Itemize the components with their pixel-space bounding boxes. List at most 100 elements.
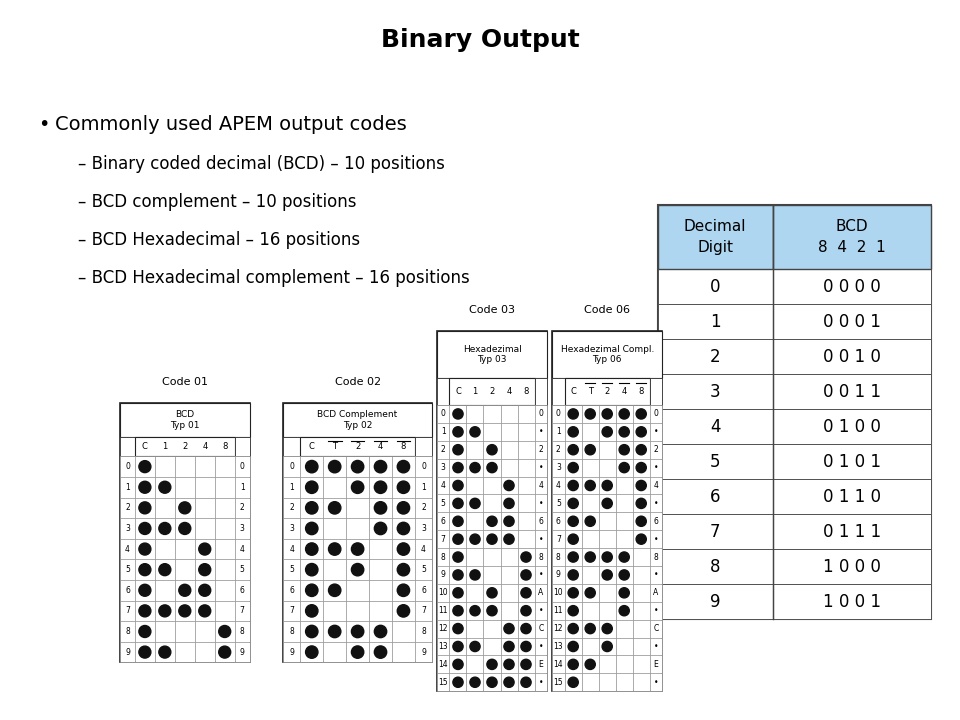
Bar: [392, 600, 415, 621]
Text: C: C: [455, 387, 461, 396]
Text: A: A: [539, 588, 543, 598]
Text: 14: 14: [439, 660, 448, 669]
Circle shape: [139, 585, 151, 596]
Text: BCD
8  4  2  1: BCD 8 4 2 1: [818, 220, 886, 256]
Text: 3: 3: [441, 463, 445, 472]
Bar: [650, 441, 662, 459]
Bar: [633, 548, 650, 566]
Text: 3: 3: [240, 524, 245, 533]
Bar: [650, 655, 662, 673]
Circle shape: [397, 461, 410, 473]
Text: 7: 7: [556, 535, 561, 544]
Bar: [500, 495, 517, 513]
Bar: [615, 495, 633, 513]
Text: 15: 15: [439, 678, 448, 687]
Circle shape: [585, 552, 595, 562]
Text: 5: 5: [421, 565, 426, 574]
Circle shape: [636, 516, 646, 526]
Bar: [120, 580, 135, 600]
Text: 6: 6: [240, 586, 245, 595]
Bar: [369, 580, 392, 600]
Circle shape: [487, 660, 497, 670]
Bar: [564, 378, 650, 405]
Text: 1: 1: [441, 428, 445, 436]
Bar: [369, 642, 392, 662]
Bar: [484, 620, 500, 637]
Circle shape: [636, 462, 646, 473]
Bar: [650, 495, 662, 513]
Text: 2: 2: [289, 503, 294, 513]
Bar: [658, 305, 931, 339]
Bar: [517, 530, 535, 548]
Bar: [283, 498, 300, 518]
Circle shape: [179, 605, 191, 617]
Text: 2: 2: [490, 387, 494, 396]
Bar: [467, 584, 484, 602]
Circle shape: [568, 480, 578, 490]
Bar: [215, 600, 234, 621]
Bar: [517, 513, 535, 530]
Circle shape: [487, 516, 497, 526]
Bar: [283, 403, 432, 662]
Circle shape: [158, 646, 171, 658]
Bar: [155, 498, 175, 518]
Circle shape: [199, 564, 211, 576]
Text: •: •: [539, 642, 543, 651]
Circle shape: [521, 642, 531, 652]
Text: 1 0 0 1: 1 0 0 1: [823, 593, 881, 611]
Text: 0 1 0 0: 0 1 0 0: [823, 418, 880, 436]
Bar: [135, 559, 155, 580]
Bar: [449, 513, 467, 530]
Bar: [195, 580, 215, 600]
Bar: [615, 459, 633, 477]
Bar: [535, 602, 547, 620]
Bar: [564, 477, 582, 495]
Text: •: •: [539, 606, 543, 615]
Bar: [347, 539, 369, 559]
Text: – Binary coded decimal (BCD) – 10 positions: – Binary coded decimal (BCD) – 10 positi…: [78, 155, 444, 173]
Bar: [615, 566, 633, 584]
Circle shape: [469, 570, 480, 580]
Bar: [650, 548, 662, 566]
Bar: [467, 513, 484, 530]
Circle shape: [568, 516, 578, 526]
Bar: [234, 621, 250, 642]
Circle shape: [602, 427, 612, 437]
Text: 1: 1: [289, 482, 294, 492]
Text: 0: 0: [709, 278, 720, 296]
Bar: [650, 423, 662, 441]
Circle shape: [397, 584, 410, 596]
Bar: [650, 620, 662, 637]
Bar: [535, 513, 547, 530]
Text: 2: 2: [654, 445, 659, 454]
Bar: [135, 518, 155, 539]
Bar: [195, 477, 215, 498]
Bar: [283, 456, 300, 477]
Bar: [437, 530, 449, 548]
Text: Code 01: Code 01: [162, 377, 207, 387]
Bar: [658, 584, 931, 619]
Bar: [517, 584, 535, 602]
Bar: [449, 637, 467, 655]
Bar: [369, 498, 392, 518]
Circle shape: [504, 624, 515, 634]
Bar: [347, 559, 369, 580]
Circle shape: [602, 624, 612, 634]
Circle shape: [139, 543, 151, 555]
Text: C: C: [309, 442, 315, 451]
Bar: [658, 409, 931, 444]
Bar: [500, 548, 517, 566]
Circle shape: [504, 660, 515, 670]
Bar: [234, 559, 250, 580]
Bar: [324, 539, 347, 559]
Bar: [658, 374, 931, 409]
Circle shape: [397, 481, 410, 493]
Circle shape: [504, 677, 515, 688]
Circle shape: [199, 543, 211, 555]
Bar: [582, 637, 599, 655]
Bar: [467, 405, 484, 423]
Bar: [135, 456, 155, 477]
Text: 5: 5: [125, 565, 130, 574]
Bar: [517, 441, 535, 459]
Bar: [347, 518, 369, 539]
